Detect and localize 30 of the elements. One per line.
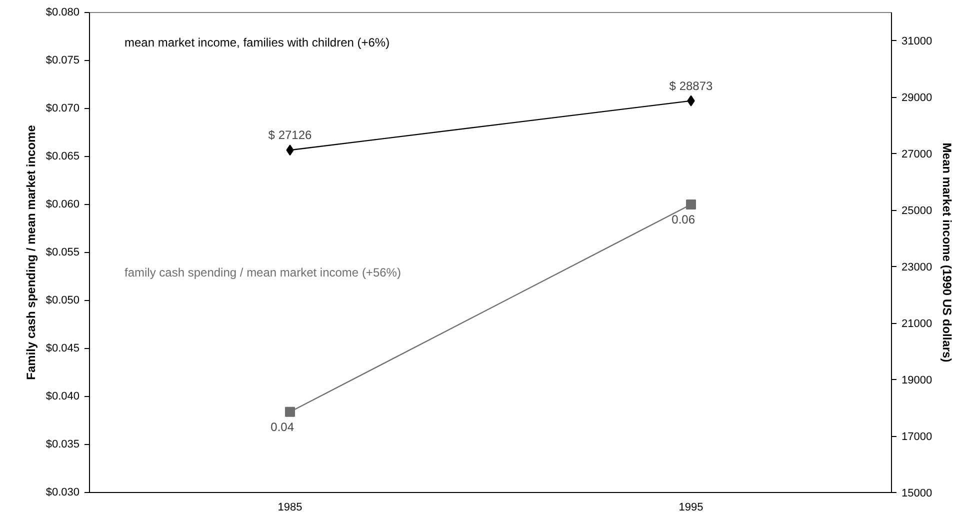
y-axis-title: Family cash spending / mean market income [24,124,38,380]
text: mean market income, families with children (+6%) [124,36,390,50]
y-tick-label: $0.070 [46,102,80,114]
data-label: 0.06 [672,212,696,226]
y2-tick-label: 19000 [902,374,932,387]
y-tick-label: $0.060 [46,198,80,210]
x-tick-label: 1995 [678,502,704,514]
y-tick-label: $0.055 [46,246,80,258]
data-label: $ 27126 [268,128,312,142]
y2-tick-label: 23000 [902,262,932,274]
y2-tick-label: 31000 [902,36,932,48]
y-tick-label: $0.045 [46,342,80,354]
text: family cash spending / mean market income (+56%) [124,266,401,280]
y-tick-label: $0.075 [46,54,80,66]
y2-tick-label: 15000 [902,488,932,500]
x-tick-label: 1985 [278,502,302,514]
y-tick-label: $0.065 [46,150,80,162]
y-tick-label: $0.030 [46,486,80,498]
y2-tick-label: 27000 [902,148,932,161]
y2-axis-title: Mean market income (1990 US dollars) [940,142,954,362]
y-tick-label: $0.035 [46,438,80,450]
data-label: 0.04 [270,420,294,434]
y-tick-label: $0.040 [46,390,80,402]
y2-tick-label: 17000 [902,431,932,444]
y2-tick-label: 21000 [902,318,932,330]
y-tick-label: $0.080 [46,6,80,18]
y2-tick-label: 25000 [902,205,932,218]
data-label: $ 28873 [669,78,714,93]
y2-tick-label: 29000 [902,92,932,104]
y-tick-label: $0.050 [46,294,80,306]
